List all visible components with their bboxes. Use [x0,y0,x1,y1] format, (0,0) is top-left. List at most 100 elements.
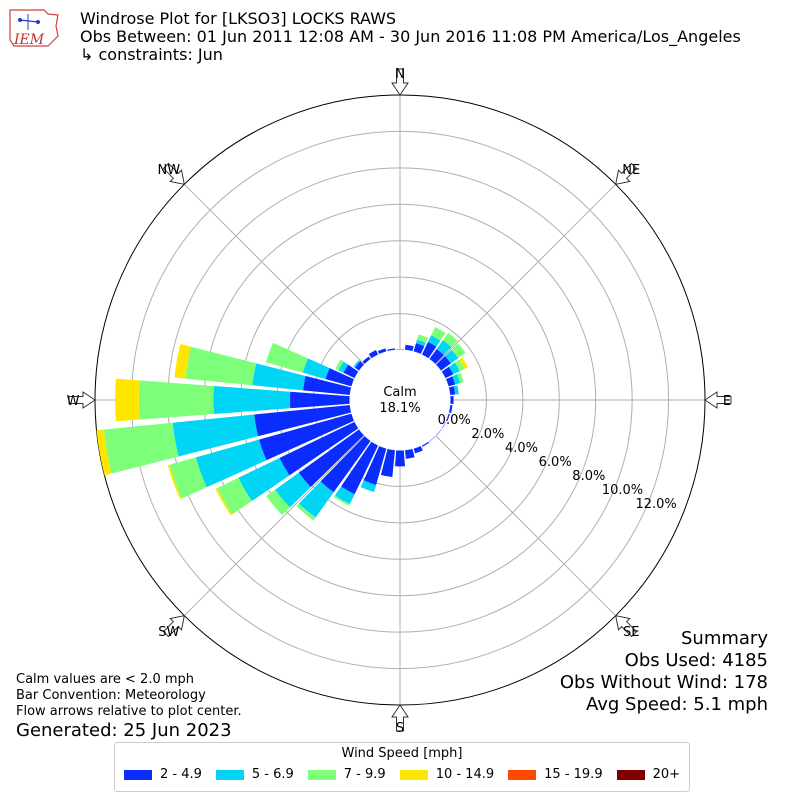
windrose-bar [258,413,355,461]
calm-note: Calm values are < 2.0 mph [16,672,195,687]
legend-swatch [215,769,244,780]
windrose-bar [368,350,379,359]
legend-item: 5 - 6.9 [215,767,294,782]
legend-label: 20+ [652,767,681,782]
radial-tick-label: 4.0% [505,441,538,456]
radial-tick-label: 12.0% [635,497,676,512]
windrose-bar [215,488,233,516]
legend-item: 7 - 9.9 [307,767,386,782]
legend-label: 10 - 14.9 [435,767,495,782]
windrose-bar [445,376,456,387]
iem-logo: IEM [4,6,62,50]
windrose-bar [238,458,290,502]
windrose-bar [459,357,469,369]
legend-title: Wind Speed [mph] [341,746,463,761]
windrose-bar [169,457,207,499]
windrose-bar [266,489,290,516]
chart-title: Windrose Plot for [LKSO3] LOCKS RAWS [80,9,397,28]
legend-label: 2 - 4.9 [159,767,202,782]
legend-item: 20+ [616,767,681,782]
windrose-bar [275,472,311,508]
calm-value: 18.1% [379,401,420,416]
windrose-bar [103,422,179,474]
windrose-bar [445,413,450,422]
chart-subtitle: Obs Between: 01 Jun 2011 12:08 AM - 30 J… [80,27,741,46]
grid-spoke [183,183,365,365]
windrose-bar [320,435,371,493]
direction-label-nw: NW [157,163,180,178]
windrose-bar [429,349,444,365]
summary-obs-without-wind: Obs Without Wind: 178 [559,672,768,693]
windrose-bar [395,449,405,467]
legend-swatch [123,769,152,780]
svg-text:IEM: IEM [13,32,45,48]
summary-heading: Summary [681,628,768,649]
windrose-bar [380,448,396,477]
radial-tick-label: 8.0% [572,469,605,484]
generated-date: Generated: 25 Jun 2023 [16,720,232,741]
windrose-bar [441,366,454,379]
summary-avg-speed: Avg Speed: 5.1 mph [586,694,768,715]
windrose-bar [404,344,414,352]
windrose-bar [413,343,425,355]
windrose-bar [448,362,460,375]
windrose-bar [428,335,441,347]
windrose-bar [421,441,430,447]
legend-item: 2 - 4.9 [123,767,202,782]
calm-circle [349,349,451,451]
windrose-bar [174,344,191,379]
flow-arrow-icon [615,162,638,185]
windrose-bar [452,374,461,385]
windrose-bar [436,340,452,356]
windrose-bar [435,356,451,371]
windrose-bar [96,429,112,476]
flow-arrow-icon [162,615,185,638]
windrose-bar [448,386,456,396]
windrose-bar [431,327,446,341]
windrose-bar [360,480,377,492]
flow-arrow-icon [68,391,96,409]
windrose-bar [442,332,458,348]
windrose-bar [343,364,359,379]
windrose-bar [362,356,371,365]
windrose-bar [289,391,351,409]
chart-constraints: ↳ constraints: Jun [80,45,223,64]
windrose-bar [254,404,352,437]
windrose-bar [444,349,459,364]
windrose-bar [303,375,352,396]
flow-arrow-icon [704,391,732,409]
legend-label: 15 - 19.9 [544,767,603,782]
windrose-bar [363,445,387,485]
summary-obs-used: Obs Used: 4185 [624,650,768,671]
direction-label-w: W [67,394,80,409]
windrose-bar [335,359,344,371]
flow-arrows-note: Flow arrows relative to plot center. [16,704,242,719]
windrose-bar [167,464,182,500]
bar-convention-note: Bar Convention: Meteorology [16,688,206,703]
legend-item: 10 - 14.9 [399,767,495,782]
radial-tick-label: 0.0% [438,413,471,428]
windrose-bar [353,359,361,368]
windrose-bar [448,404,453,414]
windrose-bar [453,385,459,395]
legend-swatch [399,769,428,780]
windrose-bar [416,334,429,343]
grid-spoke [435,183,617,365]
windrose-bar [421,341,437,359]
windrose-bar [354,361,365,371]
flow-arrow-icon [162,162,185,185]
direction-label-e: E [723,394,731,409]
windrose-bar [341,441,379,495]
legend-swatch [616,769,645,780]
windrose-bar [302,358,330,380]
flow-arrow-icon [391,704,409,732]
direction-label-ne: NE [622,163,640,178]
windrose-bar [298,481,334,518]
summary-box: Summary Obs Used: 4185 Obs Without Wind:… [560,628,768,716]
windrose-bar [115,378,140,422]
windrose-bar [377,348,387,355]
direction-label-se: SE [623,625,639,640]
windrose-bar [449,395,454,405]
radial-tick-label: 6.0% [539,455,572,470]
